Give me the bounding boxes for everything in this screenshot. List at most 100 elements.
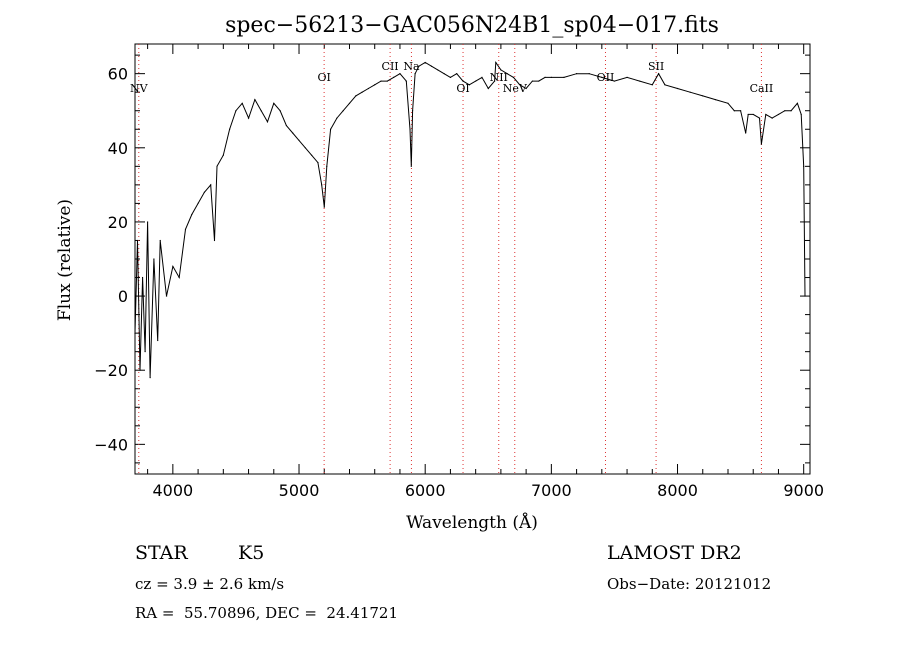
spectrum-point — [273, 102, 275, 104]
y-tick-label: 60 — [108, 65, 128, 84]
spectrum-point — [588, 73, 590, 75]
spectrum-point — [544, 76, 546, 78]
line-marker-label: OI — [317, 71, 330, 84]
spectrum-point — [437, 69, 439, 71]
spectrum-point — [405, 80, 407, 82]
spectrum-point — [285, 124, 288, 127]
spectrum-point — [424, 61, 426, 64]
spectrum-point — [475, 80, 477, 82]
spectrum-point — [165, 295, 168, 297]
line-marker-label: NeV — [503, 82, 528, 95]
spectrum-point — [651, 84, 653, 86]
spectrum-point — [216, 165, 218, 167]
spectrum-point — [298, 139, 300, 141]
spectrum-point — [367, 87, 370, 90]
spectrum-point — [184, 228, 187, 230]
spectrum-line — [134, 61, 806, 378]
y-tick-label: −20 — [94, 361, 128, 380]
spectrum-point — [235, 110, 237, 112]
spectrum-point — [266, 121, 269, 123]
spectrum-point — [414, 73, 416, 75]
spectrum-point — [657, 73, 660, 75]
spectrum-point — [374, 84, 376, 86]
spectrum-point — [796, 102, 798, 104]
spectrum-point — [247, 117, 250, 119]
x-tick-label: 7000 — [531, 481, 572, 500]
spectrum-point — [197, 202, 199, 204]
line-marker-label: CaII — [750, 82, 774, 95]
spectrum-point — [361, 91, 363, 93]
spectrum-point — [493, 80, 496, 82]
spectrum-point — [506, 73, 508, 75]
x-tick-label: 9000 — [783, 481, 824, 500]
spectrum-point — [664, 84, 666, 86]
spectrum-point — [758, 117, 761, 119]
spectrum-point — [733, 110, 735, 112]
x-tick-label: 5000 — [279, 481, 320, 500]
spectrum-point — [456, 73, 458, 75]
spectrum-point — [563, 76, 565, 78]
spectrum-point — [747, 113, 749, 116]
spectrum-point — [443, 73, 445, 75]
spectrum-point — [790, 110, 792, 112]
spectrum-point — [525, 87, 527, 90]
spectrum-point — [639, 80, 641, 82]
spectrum-point — [393, 76, 395, 78]
line-marker-label: CII — [382, 60, 399, 73]
observation-date: Obs−Date: 20121012 — [607, 575, 772, 593]
line-marker-label: OI — [456, 82, 469, 95]
spectrum-point — [771, 117, 773, 119]
spectrum-point — [800, 113, 802, 116]
spectrum-point — [613, 80, 616, 82]
spectrum-point — [326, 165, 328, 167]
spectrum-point — [487, 87, 489, 90]
spectrum-point — [141, 276, 144, 279]
spectrum-point — [689, 91, 691, 93]
spectrum-point — [329, 128, 332, 130]
spectrum-point — [172, 265, 174, 268]
spectrum-point — [803, 165, 805, 167]
sky-coordinates: RA = 55.70896, DEC = 24.41721 — [135, 604, 399, 622]
line-marker-label: OII — [597, 71, 615, 84]
spectrum-point — [380, 80, 382, 82]
spectrum-point — [531, 80, 534, 82]
survey-label: LAMOST DR2 — [607, 542, 742, 564]
spectrum-point — [777, 113, 780, 116]
spectrum-point — [342, 110, 344, 112]
spectrum-point — [311, 154, 313, 156]
spectrum-point — [676, 87, 679, 90]
spectrum-point — [468, 84, 470, 86]
x-axis-label: Wavelength (Å) — [406, 512, 538, 533]
x-tick-label: 8000 — [657, 481, 698, 500]
spectrum-point — [760, 143, 763, 145]
spectrum-point — [210, 184, 212, 186]
spectrum-point — [304, 147, 306, 149]
spectrum-point — [410, 165, 412, 167]
spectrum-point — [500, 69, 502, 71]
x-tick-label: 4000 — [152, 481, 193, 500]
y-axis-label: Flux (relative) — [55, 199, 75, 321]
spectrum-point — [149, 377, 151, 379]
spectrum-point — [355, 95, 357, 97]
spectrum-point — [191, 213, 193, 216]
spectrum-point — [745, 132, 747, 134]
line-marker-label: Na — [403, 60, 420, 73]
spectrum-point — [254, 99, 256, 101]
object-type: STAR — [135, 542, 188, 564]
y-tick-label: 40 — [108, 139, 128, 158]
spectrum-point — [147, 221, 149, 223]
spectrum-point — [409, 128, 411, 130]
spectrum-point — [241, 102, 243, 104]
spectrum-point — [804, 295, 806, 297]
spectrum-point — [752, 113, 754, 116]
plot-frame — [134, 43, 811, 475]
spectral-subclass: K5 — [238, 542, 265, 564]
spectrum-point — [481, 76, 483, 78]
spectrum-point — [178, 276, 180, 279]
spectrum-point — [601, 76, 603, 78]
line-marker-label: NV — [130, 82, 149, 95]
spectrum-point — [519, 84, 521, 86]
y-tick-label: 0 — [118, 287, 128, 306]
